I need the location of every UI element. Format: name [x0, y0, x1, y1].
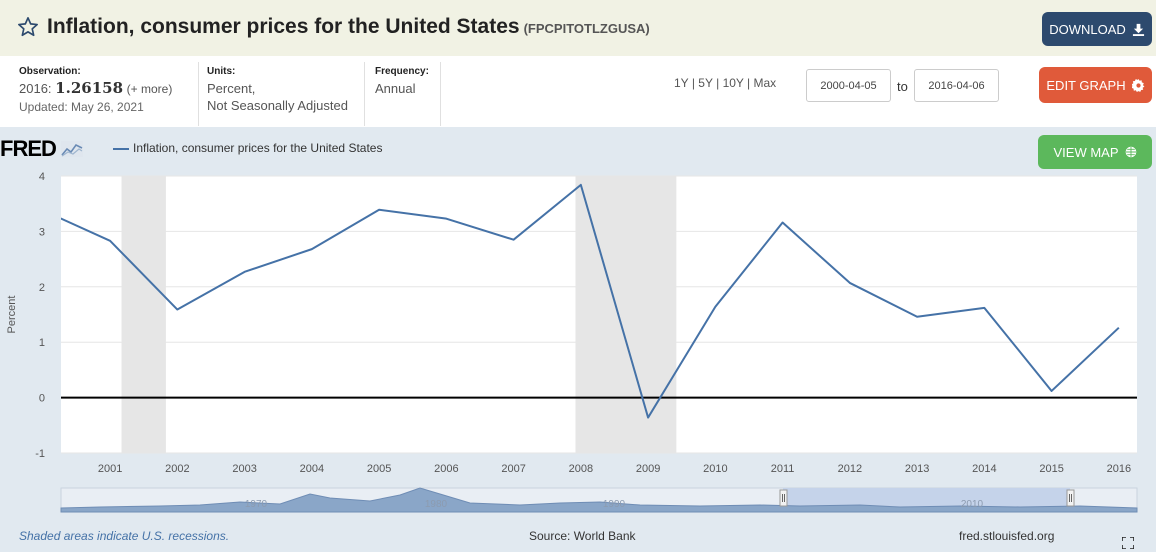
site-url[interactable]: fred.stlouisfed.org — [959, 529, 1055, 543]
range-10y[interactable]: 10Y — [722, 76, 744, 90]
x-tick-label: 2002 — [165, 463, 189, 475]
y-tick-label: 0 — [39, 393, 45, 405]
frequency-label: Frequency: — [375, 66, 429, 77]
x-tick-label: 2008 — [569, 463, 593, 475]
y-tick-label: 3 — [39, 226, 45, 238]
x-tick-label: 2001 — [98, 463, 122, 475]
units-line1: Percent, — [207, 81, 256, 96]
download-icon — [1132, 23, 1144, 36]
x-tick-label: 2014 — [972, 463, 996, 475]
y-tick-label: -1 — [35, 448, 45, 460]
more-link[interactable]: (+ more) — [126, 82, 173, 96]
range-sep: | — [716, 76, 720, 90]
observation-value: 1.26158 — [55, 79, 124, 97]
star-icon[interactable] — [17, 16, 39, 38]
fullscreen-icon[interactable] — [1122, 537, 1134, 549]
legend-series-name: Inflation, consumer prices for the Unite… — [133, 141, 383, 155]
line-chart[interactable]: -1 0 1 2 3 4 2001 2002 2003 2004 2005 2006 2007 2008 2… — [0, 165, 1156, 520]
divider — [440, 62, 441, 126]
legend-swatch — [113, 148, 129, 150]
x-tick-label: 2004 — [300, 463, 324, 475]
navigator-year-label: 1970 — [245, 499, 268, 510]
observation-label: Observation: — [19, 66, 81, 77]
navigator-year-label: 2010 — [961, 499, 984, 510]
edit-graph-label: EDIT GRAPH — [1046, 77, 1126, 93]
frequency-value: Annual — [375, 81, 416, 96]
navigator-handle[interactable] — [779, 489, 788, 507]
x-tick-label: 2009 — [636, 463, 660, 475]
source-text: Source: World Bank — [529, 529, 636, 543]
view-map-label: VIEW MAP — [1053, 144, 1119, 160]
navigator-series-area — [60, 487, 1138, 513]
range-selector: 1Y | 5Y | 10Y | Max — [674, 76, 776, 90]
to-label: to — [897, 79, 908, 94]
range-1y[interactable]: 1Y — [674, 76, 689, 90]
x-tick-label: 2011 — [771, 463, 795, 475]
series-id: (FPCPITOTLZGUSA) — [523, 21, 650, 36]
divider — [198, 62, 199, 126]
x-tick-label: 2007 — [501, 463, 525, 475]
logo-chart-icon — [61, 141, 84, 157]
title-text: Inflation, consumer prices for the Unite… — [47, 15, 520, 38]
recession-band — [121, 176, 166, 453]
x-tick-label: 2006 — [434, 463, 458, 475]
fred-logo: FRED — [0, 136, 84, 162]
units-block: Units: Percent, Not Seasonally Adjusted — [207, 66, 348, 114]
y-tick-label: 2 — [39, 282, 45, 294]
gear-icon — [1131, 78, 1145, 92]
x-tick-label: 2003 — [232, 463, 256, 475]
edit-graph-button[interactable]: EDIT GRAPH — [1039, 67, 1152, 103]
range-sep: | — [747, 76, 751, 90]
range-sep: | — [691, 76, 695, 90]
y-axis-label: Percent — [6, 296, 18, 334]
observation-block: Observation: 2016: 1.26158 (+ more) Upda… — [19, 66, 172, 114]
page-title: Inflation, consumer prices for the Unite… — [47, 15, 650, 39]
units-line2: Not Seasonally Adjusted — [207, 98, 348, 113]
range-5y[interactable]: 5Y — [698, 76, 713, 90]
navigator-year-label: 1980 — [425, 499, 448, 510]
recession-note: Shaded areas indicate U.S. recessions. — [19, 529, 230, 543]
x-tick-label: 2010 — [703, 463, 727, 475]
x-tick-label: 2013 — [905, 463, 929, 475]
download-button[interactable]: DOWNLOAD — [1042, 12, 1152, 46]
navigator-year-label: 1990 — [603, 499, 626, 510]
y-tick-label: 1 — [39, 337, 45, 349]
navigator-handle[interactable] — [1066, 489, 1075, 507]
x-tick-label: 2015 — [1039, 463, 1063, 475]
end-date-input[interactable]: 2016-04-06 — [914, 69, 999, 102]
divider — [364, 62, 365, 126]
x-tick-label: 2016 — [1107, 463, 1131, 475]
start-date-input[interactable]: 2000-04-05 — [806, 69, 891, 102]
title-bar: Inflation, consumer prices for the Unite… — [0, 0, 1156, 56]
range-max[interactable]: Max — [753, 76, 777, 90]
view-map-button[interactable]: VIEW MAP — [1038, 135, 1152, 169]
updated-date: Updated: May 26, 2021 — [19, 100, 144, 114]
x-tick-label: 2005 — [367, 463, 391, 475]
frequency-block: Frequency: Annual — [375, 66, 429, 97]
x-tick-label: 2012 — [838, 463, 862, 475]
fred-logo-text: FRED — [0, 136, 57, 161]
y-tick-label: 4 — [39, 171, 45, 183]
globe-icon — [1125, 146, 1136, 158]
units-label: Units: — [207, 66, 236, 77]
series-line[interactable] — [43, 183, 1120, 419]
observation-year: 2016: — [19, 81, 52, 96]
download-label: DOWNLOAD — [1049, 21, 1126, 37]
